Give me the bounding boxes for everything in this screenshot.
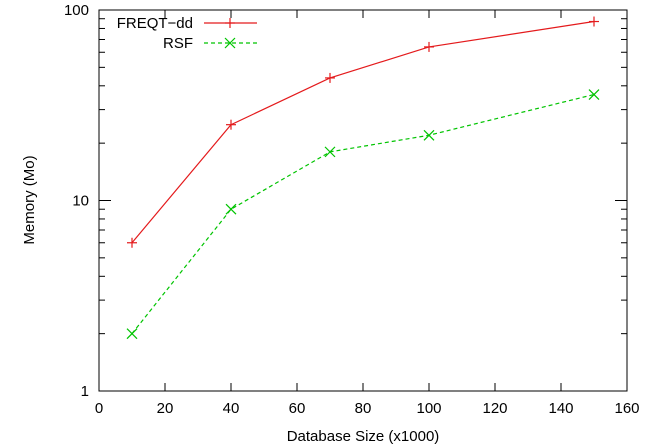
x-tick-label: 120	[482, 400, 507, 417]
x-tick-label: 20	[157, 400, 174, 417]
y-tick-label: 1	[81, 383, 89, 400]
data-point-0-0	[127, 237, 137, 248]
x-tick-label: 0	[95, 400, 103, 417]
legend-label: FREQT−dd	[117, 15, 193, 32]
y-tick-label: 10	[72, 193, 89, 210]
legend: FREQT−dd RSF	[117, 15, 257, 52]
x-tick-label: 40	[223, 400, 240, 417]
data-point-0-4	[589, 16, 599, 27]
legend-marker	[225, 18, 235, 28]
data-point-1-3	[423, 129, 435, 141]
series-line-1	[131, 93, 595, 335]
x-tick-label: 100	[416, 400, 441, 417]
legend-marker	[224, 37, 236, 49]
x-tick-label: 140	[548, 400, 573, 417]
series-layer	[126, 16, 600, 340]
series-line-0	[131, 20, 595, 244]
legend-label: RSF	[163, 35, 193, 52]
x-tick-label: 80	[355, 400, 372, 417]
x-tick-label: 60	[289, 400, 306, 417]
x-axis-label: Database Size (x1000)	[287, 428, 440, 445]
data-point-0-2	[325, 72, 335, 83]
data-point-1-2	[324, 146, 336, 158]
data-point-0-3	[424, 41, 434, 52]
data-point-0-1	[226, 119, 236, 130]
x-tick-label: 160	[614, 400, 639, 417]
data-point-1-1	[225, 203, 237, 215]
x-axis: 0 20 40 60 80 100 120 140 160	[95, 10, 640, 417]
y-axis-label: Memory (Mo)	[21, 155, 38, 244]
y-axis: 1 10 100	[64, 2, 627, 400]
data-point-1-0	[126, 328, 138, 340]
data-point-1-4	[588, 89, 600, 100]
y-tick-label: 100	[64, 2, 89, 19]
